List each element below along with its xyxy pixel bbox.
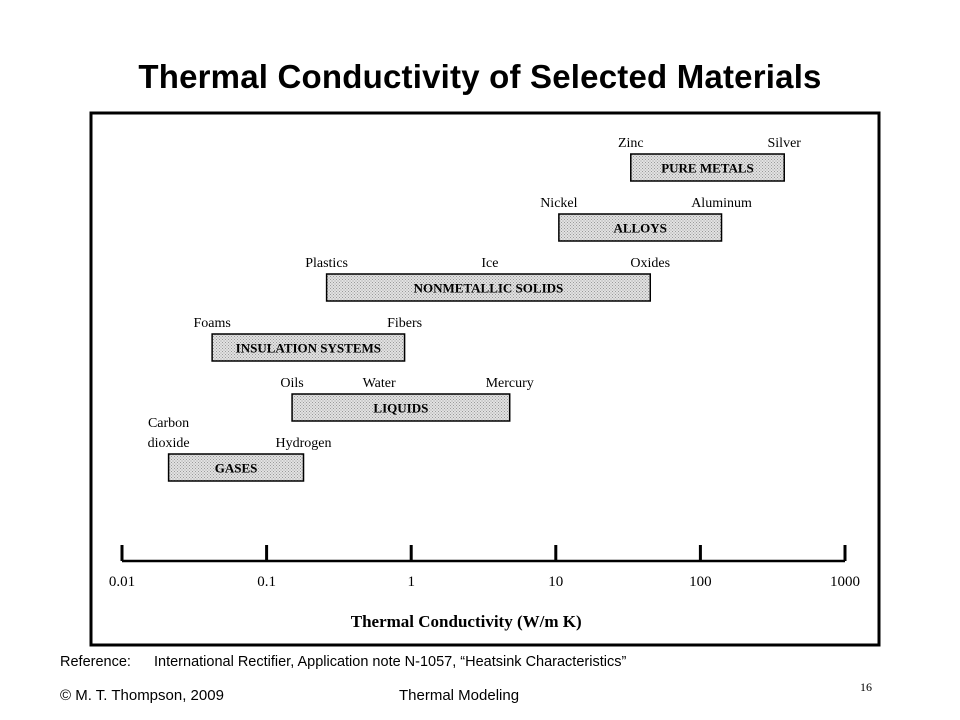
material-label: Ice [481,256,498,271]
copyright-text: © M. T. Thompson, 2009 [60,687,224,704]
range-bar [325,273,652,302]
course-title: Thermal Modeling [399,687,520,704]
x-tick-label: 10 [548,574,563,590]
range-bar [211,333,406,362]
category-nonmetallic-solids: NONMETALLIC SOLIDS Plastics Ice Oxides [305,256,670,302]
material-label: Fibers [387,316,422,331]
category-liquids: LIQUIDS Oils Water Mercury [280,376,534,422]
range-bar-label: INSULATION SYSTEMS [236,341,381,356]
material-label: Plastics [305,256,348,271]
x-tick-label: 100 [689,574,712,590]
slide-title: Thermal Conductivity of Selected Materia… [138,58,822,95]
chart-frame [89,111,881,647]
x-tick-label: 0.1 [257,574,276,590]
material-label: Nickel [540,196,577,211]
x-axis-title: Thermal Conductivity (W/m K) [351,612,582,631]
range-bar [291,393,511,422]
material-label: Oils [280,376,303,391]
material-label: Water [363,376,396,391]
x-tick-label: 0.01 [109,574,135,590]
range-bar-label: GASES [215,461,258,476]
x-tick-label: 1 [407,574,415,590]
material-label: Aluminum [691,196,752,211]
material-label: Carbon dioxide [148,416,190,451]
material-label: Foams [193,316,230,331]
category-pure-metals: PURE METALS Zinc Silver [618,136,802,182]
material-label: Hydrogen [276,436,332,451]
material-label: Mercury [486,376,534,391]
reference-text: International Rectifier, Application not… [154,654,627,670]
reference-label: Reference: [60,654,131,670]
range-bar [558,213,723,242]
range-bar-label: ALLOYS [613,221,666,236]
range-bar [167,453,305,482]
page-number: 16 [860,680,872,694]
range-bar-label: NONMETALLIC SOLIDS [414,281,564,296]
x-tick-label: 1000 [830,574,860,590]
category-gases: GASES Carbon dioxide Hydrogen [148,416,332,482]
range-bar-label: LIQUIDS [373,401,428,416]
category-insulation-systems: INSULATION SYSTEMS Foams Fibers [193,316,422,362]
range-bar [630,153,785,182]
material-label: Oxides [630,256,670,271]
material-label: Zinc [618,136,644,151]
material-label: Silver [768,136,802,151]
range-bar-label: PURE METALS [661,161,754,176]
reference-note: Reference: International Rectifier, Appli… [60,654,626,670]
category-alloys: ALLOYS Nickel Aluminum [540,196,752,242]
